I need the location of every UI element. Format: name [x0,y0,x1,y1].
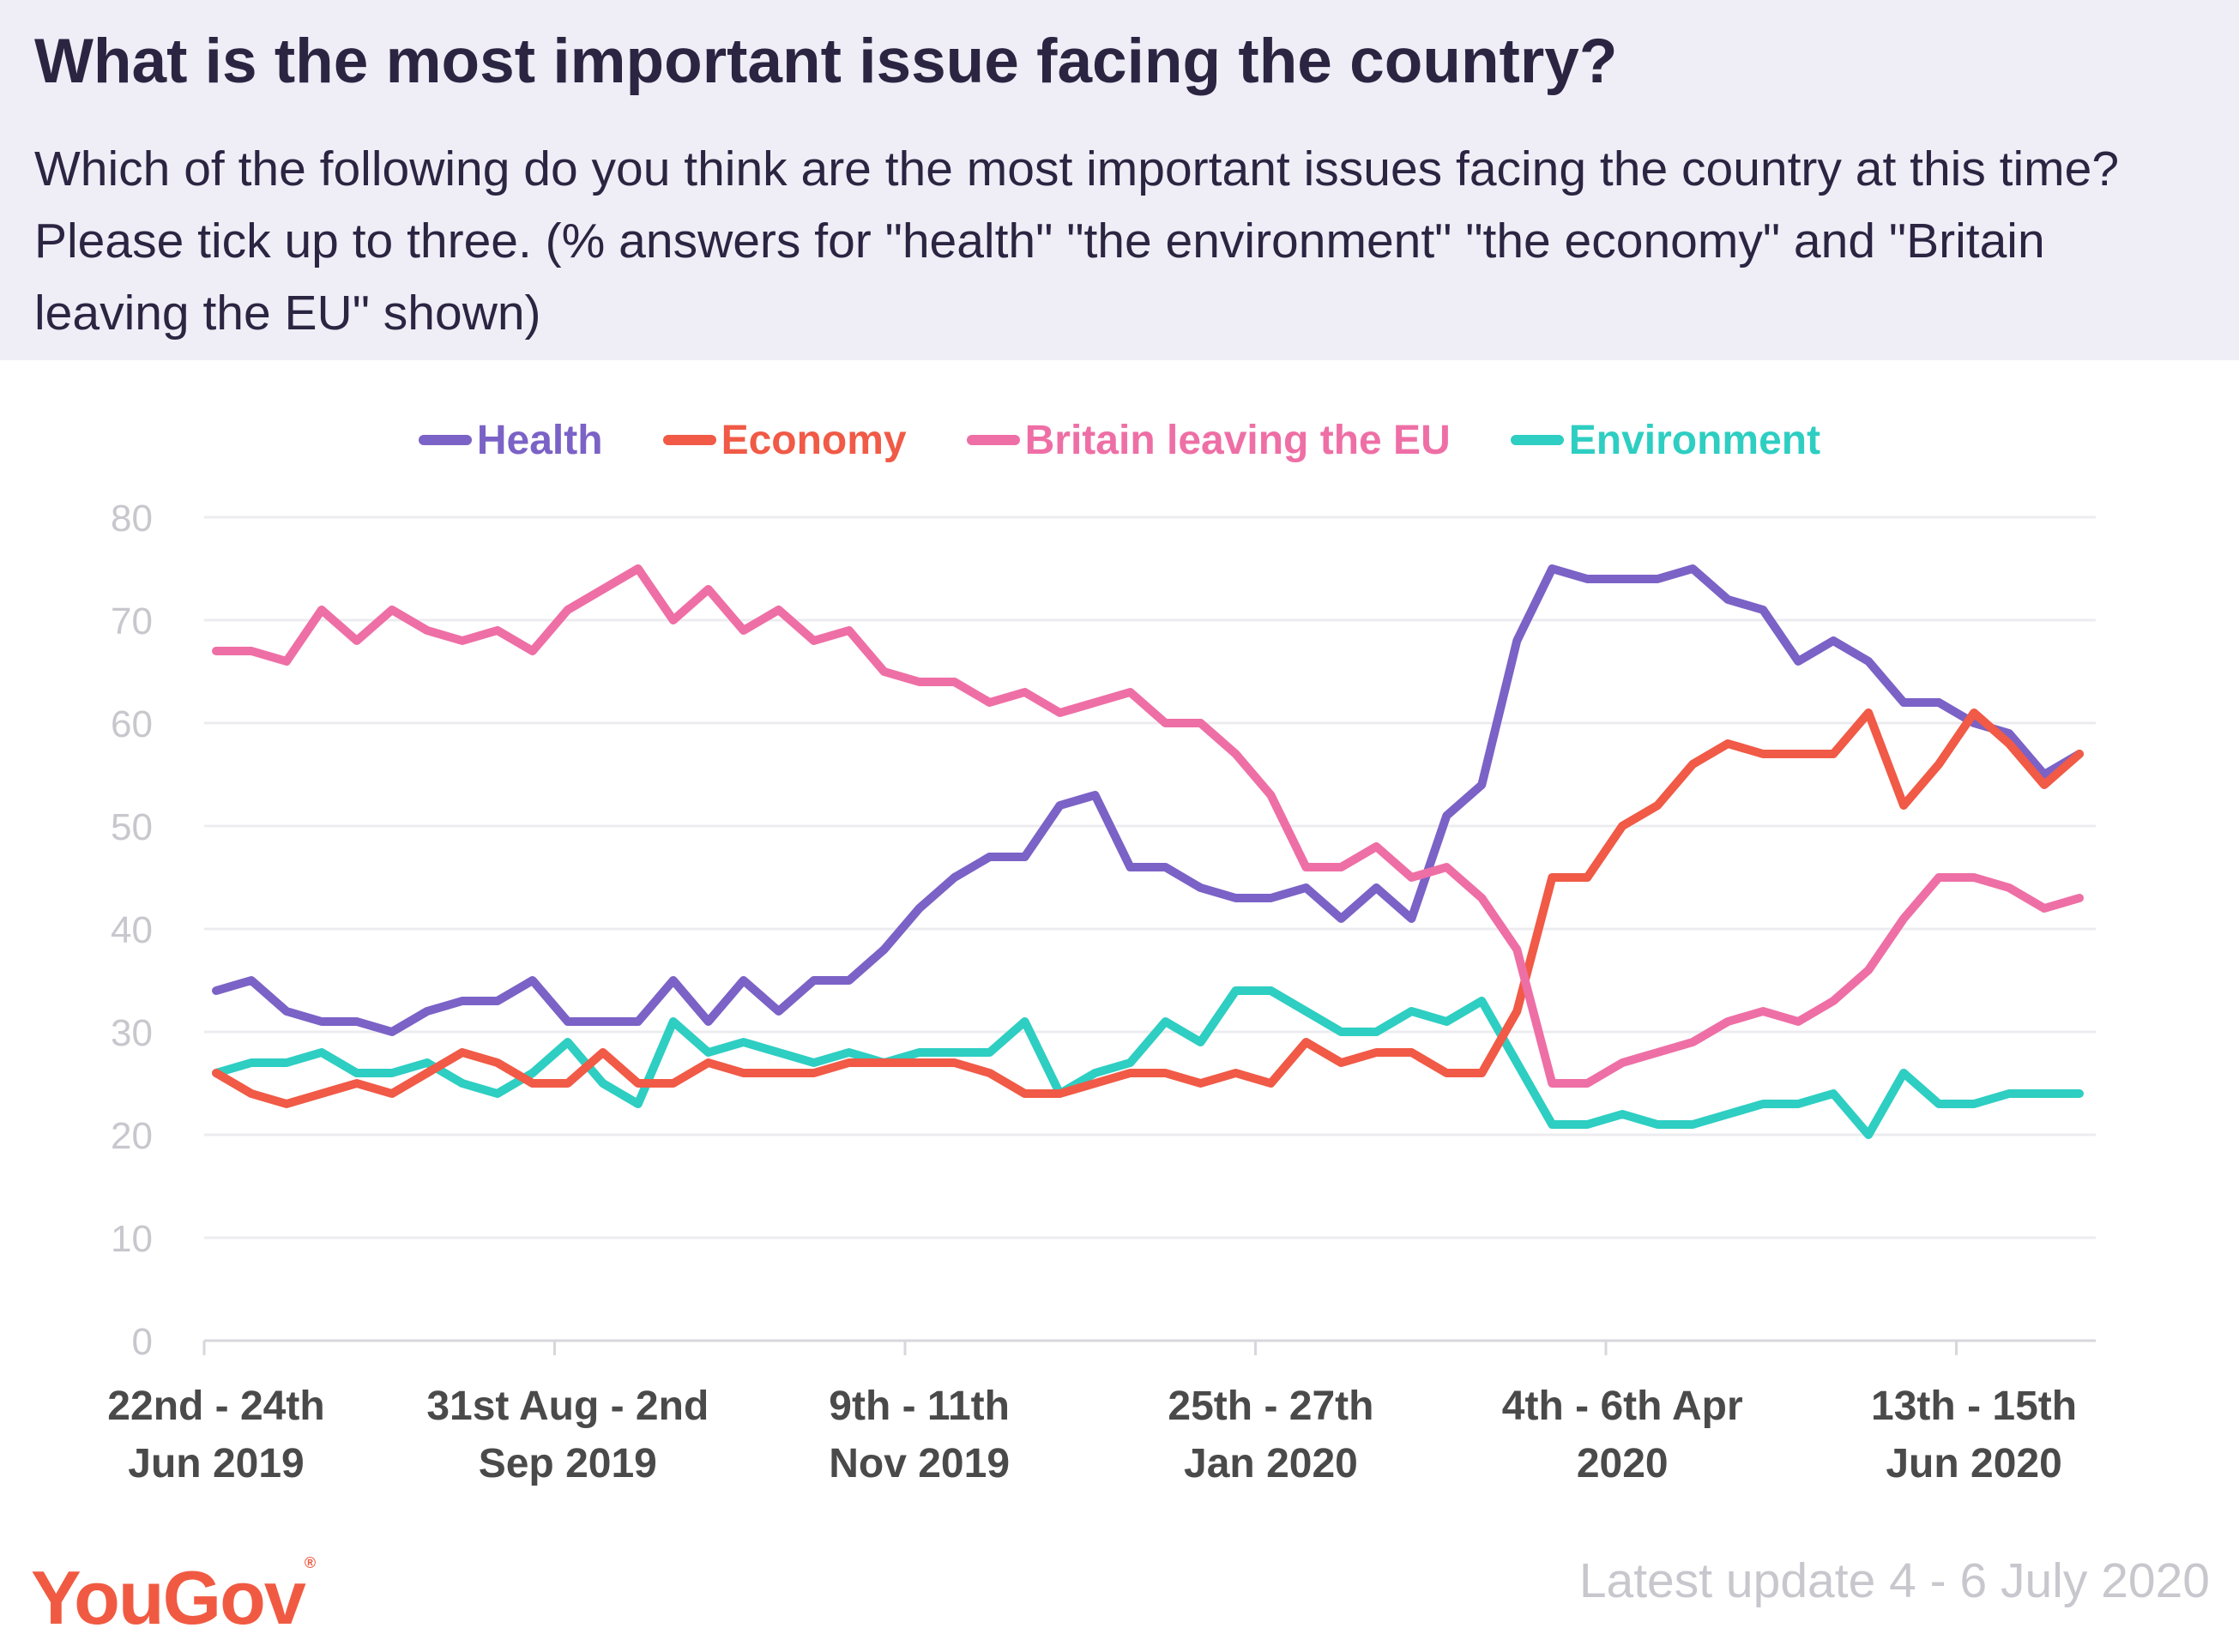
y-tick-label: 20 [111,1115,153,1157]
y-tick-label: 80 [111,497,153,540]
legend-label: Economy [721,417,907,463]
x-tick-label-line1: 22nd - 24th [107,1384,324,1429]
y-tick-label: 10 [111,1218,153,1260]
x-tick-label-line2: Jan 2020 [1184,1441,1358,1486]
registered-mark: ® [304,1554,317,1571]
series-line-health [212,564,2084,1036]
x-tick-label-line1: 31st Aug - 2nd [426,1384,709,1429]
legend-item-economy: Economy [662,417,907,464]
legend-label: Environment [1568,417,1821,463]
x-axis: 22nd - 24th Jun 2019 31st Aug - 2nd Sep 201… [107,1339,2096,1486]
legend-item-britain-leaving-the-eu: Britain leaving the EU [966,417,1451,464]
x-tick-label-line2: Jun 2020 [1886,1441,2061,1486]
y-tick-label: 70 [111,600,153,642]
line-chart: 0 10 20 30 40 50 60 70 80 22nd - 24th Jun 2019 31s… [107,497,2096,1486]
y-tick-label: 60 [111,703,153,745]
series-lines [212,564,2084,1139]
latest-update-note: Latest update 4 - 6 July 2020 [1578,1553,2210,1608]
chart-title: What is the most important issue facing … [34,27,1618,96]
legend-label: Britain leaving the EU [1024,417,1451,463]
legend-swatch [418,435,472,445]
legend-swatch [966,435,1020,445]
x-tick-label-line2: Sep 2019 [479,1441,657,1486]
y-tick-label: 40 [111,909,153,951]
legend-swatch [1510,435,1564,445]
x-tick-label-line1: 25th - 27th [1168,1384,1373,1429]
legend-item-environment: Environment [1510,417,1821,464]
y-tick-label: 0 [132,1321,153,1363]
chart-legend: Health Economy Britain leaving the EU Envir… [0,410,2239,470]
y-axis-ticks: 0 10 20 30 40 50 60 70 80 [111,497,153,1363]
x-tick-label-line2: Jun 2019 [128,1441,304,1486]
x-tick-label-line1: 9th - 11th [829,1384,1010,1429]
series-line-britain-leaving-the-eu [212,564,2084,1088]
x-tick-label-line1: 13th - 15th [1871,1384,2077,1429]
gridlines [204,515,2096,1239]
header-panel: What is the most important issue facing … [0,0,2239,360]
legend-label: Health [476,417,603,463]
legend-swatch [662,435,716,445]
y-tick-label: 30 [111,1012,153,1054]
x-tick-label-line2: 2020 [1577,1441,1669,1486]
logo-text: YouGov [31,1555,306,1640]
x-tick-label-line2: Nov 2019 [829,1441,1010,1486]
series-line-economy [212,708,2084,1108]
x-tick-label-line1: 4th - 6th Apr [1502,1384,1743,1429]
yougov-logo: YouGov® [31,1554,316,1642]
legend-item-health: Health [418,417,603,464]
y-tick-label: 50 [111,806,153,848]
chart-subtitle: Which of the following do you think are … [34,142,2120,341]
